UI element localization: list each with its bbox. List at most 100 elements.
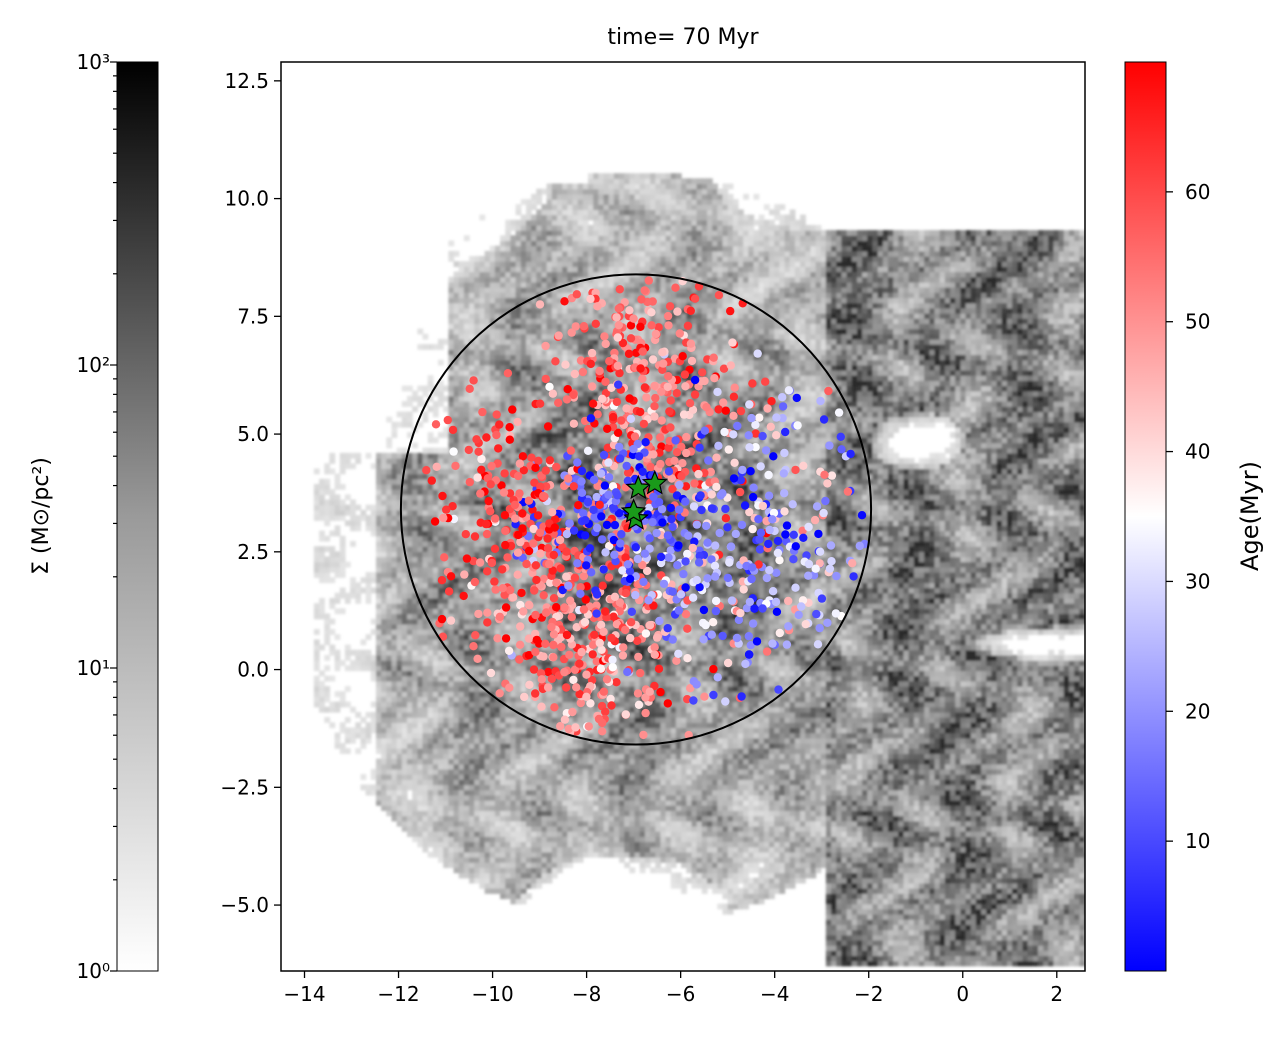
gas-density-cell — [505, 857, 512, 863]
gas-density-cell — [407, 737, 413, 744]
gas-density-cell — [427, 515, 434, 521]
gas-density-cell — [494, 323, 501, 330]
gas-density-cell — [458, 758, 465, 765]
gas-density-cell — [324, 706, 331, 713]
gas-density-cell — [474, 494, 480, 501]
gas-density-cell — [474, 831, 480, 837]
gas-density-cell — [531, 815, 537, 822]
gas-density-cell — [422, 577, 429, 584]
gas-density-cell — [463, 577, 470, 584]
gas-density-cell — [417, 504, 424, 511]
gas-density-cell — [489, 613, 496, 620]
gas-density-cell — [526, 784, 532, 791]
gas-density-cell — [448, 509, 455, 516]
gas-density-cell — [515, 219, 522, 226]
gas-density-cell — [536, 478, 543, 485]
gas-density-cell — [448, 717, 455, 723]
gas-density-cell — [588, 825, 594, 832]
gas-density-cell — [417, 805, 424, 811]
gas-density-cell — [505, 577, 512, 584]
gas-density-cell — [443, 748, 449, 754]
gas-density-cell — [494, 592, 501, 599]
gas-density-cell — [453, 608, 460, 615]
gas-density-cell — [546, 815, 553, 822]
gas-density-cell — [443, 582, 449, 589]
gas-density-cell — [551, 691, 558, 697]
gas-density-cell — [484, 846, 491, 853]
gas-density-cell — [520, 805, 527, 811]
gas-density-cell — [567, 406, 574, 413]
gas-density-cell — [469, 281, 475, 288]
gas-density-cell — [417, 572, 424, 578]
gas-density-cell — [588, 623, 594, 630]
gas-density-cell — [381, 572, 387, 578]
gas-density-cell — [526, 820, 532, 827]
gas-density-cell — [396, 515, 403, 521]
gas-density-cell — [396, 794, 403, 801]
gas-density-cell — [567, 193, 574, 200]
gas-density-cell — [474, 639, 480, 646]
gas-density-cell — [494, 851, 501, 858]
gas-density-cell — [541, 276, 548, 283]
gas-density-cell — [557, 867, 563, 874]
gas-density-cell — [567, 183, 574, 190]
gas-density-cell — [458, 603, 465, 609]
gas-density-cell — [515, 815, 522, 822]
gas-density-cell — [546, 629, 553, 635]
gas-density-cell — [484, 800, 491, 806]
gas-density-cell — [536, 825, 543, 832]
gas-density-cell — [339, 727, 346, 734]
gas-density-cell — [526, 333, 532, 340]
gas-density-cell — [438, 432, 444, 438]
gas-density-cell — [505, 463, 512, 470]
gas-density-cell — [505, 846, 512, 853]
gas-density-cell — [572, 245, 579, 252]
gas-density-cell — [319, 499, 325, 506]
gas-density-cell — [531, 199, 537, 205]
gas-density-cell — [458, 623, 465, 630]
gas-density-cell — [526, 359, 532, 366]
gas-density-cell — [469, 613, 475, 620]
gas-density-cell — [427, 406, 434, 413]
gas-density-cell — [510, 748, 517, 754]
gas-density-cell — [438, 857, 444, 863]
gas-density-cell — [474, 546, 480, 552]
gas-density-cell — [484, 401, 491, 407]
gas-density-cell — [546, 660, 553, 666]
gas-density-cell — [500, 846, 506, 853]
gas-density-cell — [546, 820, 553, 827]
gas-density-cell — [536, 872, 543, 879]
gas-density-cell — [329, 577, 336, 584]
gas-density-cell — [422, 758, 429, 765]
gas-density-cell — [448, 758, 455, 765]
gas-density-cell — [520, 566, 527, 573]
gas-density-cell — [313, 504, 320, 511]
gas-density-cell — [376, 644, 382, 651]
gas-density-cell — [453, 577, 460, 584]
gas-density-cell — [391, 686, 398, 692]
gas-density-cell — [494, 499, 501, 506]
gas-density-cell — [489, 271, 496, 278]
gas-density-cell — [407, 489, 413, 495]
gas-density-cell — [463, 634, 470, 640]
gas-density-cell — [489, 530, 496, 537]
gas-density-cell — [551, 504, 558, 511]
gas-density-cell — [531, 421, 537, 428]
gas-density-cell — [572, 225, 579, 231]
gas-density-cell — [417, 452, 424, 459]
gas-density-cell — [469, 857, 475, 863]
gas-density-cell — [557, 266, 563, 273]
gas-density-cell — [463, 800, 470, 806]
gas-density-cell — [531, 370, 537, 376]
gas-density-cell — [515, 432, 522, 438]
gas-density-cell — [505, 364, 512, 371]
gas-density-cell — [582, 680, 589, 687]
gas-density-cell — [479, 722, 486, 729]
gas-density-cell — [562, 266, 568, 273]
gas-density-cell — [536, 862, 543, 868]
gas-density-cell — [531, 442, 537, 449]
gas-density-cell — [458, 701, 465, 708]
gas-density-cell — [417, 613, 424, 620]
gas-density-cell — [510, 815, 517, 822]
gas-density-cell — [531, 427, 537, 433]
